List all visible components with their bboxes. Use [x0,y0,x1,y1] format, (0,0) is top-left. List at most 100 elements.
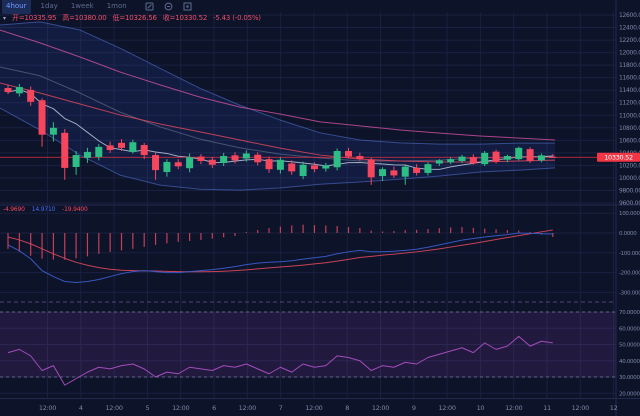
current-price-tag [597,152,640,162]
timeframe-4hour[interactable]: 4hour [2,0,31,14]
candle-body [458,156,466,162]
candle-body [447,159,455,163]
ma-long-line [0,29,556,141]
candle-body [537,155,545,161]
time-axis-label: 12:00 [239,404,256,412]
candle-body [15,87,23,94]
candle-body [322,165,330,169]
timeframe-1week[interactable]: 1week [70,2,94,10]
timeframe-toolbar: 4hour 1day 1week 1mon [2,0,192,14]
macd-value: -19.9400 [62,206,88,213]
candle-body [299,164,307,177]
macd-legend: -4.9690 14.9710 -19.9400 [3,206,88,213]
axis-label: 12200.00 [619,37,640,44]
candle-body [254,154,262,163]
bollinger-fill [0,21,555,191]
candle-body [186,157,194,169]
candle-body [83,151,91,158]
candle-body [72,155,80,167]
toolbar-icons [145,2,192,11]
axis-label: 9800.00 [619,187,640,194]
axis-label: 9600.00 [619,200,640,207]
axis-label: 50.0000 [619,343,640,349]
time-axis-label: 4 [79,404,83,412]
time-axis-label: 9 [412,404,416,412]
rsi-line [7,335,553,386]
candle-body [401,166,409,177]
candle-body [390,170,398,176]
bollinger-lower [0,107,556,191]
axis-label: 11400.00 [619,87,640,94]
candle-body [333,150,341,168]
axis-label: 11600.00 [619,75,640,82]
axis-label: 30.0000 [619,375,640,381]
candle-body [4,88,12,93]
candle-body [310,165,318,170]
time-axis-label: 12:00 [305,404,322,412]
axis-label: 40.0000 [619,359,640,365]
timeframe-1mon[interactable]: 1mon [106,2,127,10]
time-axis-label: 8 [345,404,349,412]
time-axis-label: 12:00 [372,404,389,412]
candle-body [27,89,35,102]
time-axis-label: 11 [543,404,551,412]
macd-dea-line [7,229,553,273]
candle-body [140,145,148,156]
candle-body [549,156,557,158]
ohlc-values: 开=10335.95 高=10380.00 低=10326.56 收=10330.52 [12,13,207,23]
candle-body [435,160,443,164]
time-axis-label: 5 [145,404,149,412]
candle-body [38,100,46,135]
candle-body [367,159,375,178]
candle-body [129,142,137,152]
candle-body [95,146,103,157]
axis-label: 70.0000 [619,310,640,316]
axis-label: -200.0000 [619,271,640,277]
indicators-icon[interactable] [164,2,173,11]
candle-body [152,155,160,171]
time-axis-label: 12:00 [438,404,455,412]
axis-label: 20.0000 [619,391,640,397]
candle-body [276,159,284,170]
candle-body [197,156,205,162]
time-axis-label: 12:00 [172,404,189,412]
candle-body [345,150,352,157]
ohlc-legend: ▾ 开=10335.95 高=10380.00 低=10326.56 收=10330.… [3,13,261,23]
bollinger-upper [0,21,555,145]
candle-body [481,152,489,165]
axis-label: 12400.00 [619,25,640,32]
candle-body [231,155,239,161]
axis-label: 11800.00 [619,62,640,69]
axis-label: 11200.00 [619,100,640,107]
candle-body [492,151,500,162]
timeframe-1day[interactable]: 1day [40,2,58,10]
axis-label: -100.0000 [619,251,640,257]
axis-label: 60.0000 [619,326,640,332]
candle-body [163,161,171,172]
chart-settings-icon[interactable] [145,2,154,11]
candle-body [49,127,57,135]
candle-body [220,156,228,163]
fullscreen-icon[interactable] [183,2,192,11]
time-axis-label: 12 [610,404,618,412]
candle-body [424,164,432,173]
candle-body [413,167,421,173]
candle-body [61,132,69,168]
macd-value: 14.9710 [31,206,56,213]
time-axis-label: 12:00 [105,404,122,412]
ohlc-field: 开=10335.95 [12,14,57,22]
candle-body [503,156,511,160]
candle-body [469,157,477,164]
time-axis-label: 12:00 [39,404,56,412]
axis-label: 10200.00 [619,162,640,169]
time-axis-label: 6 [212,404,216,412]
axis-label: 12600.00 [619,12,640,19]
candle-body [288,163,296,172]
time-axis-label: 7 [279,404,283,412]
axis-label: 10600.00 [619,137,640,144]
ohlc-field: 收=10330.52 [162,14,208,22]
candle-body [515,147,523,160]
candle-body [174,162,182,167]
axis-label: 100.0000 [619,211,640,217]
